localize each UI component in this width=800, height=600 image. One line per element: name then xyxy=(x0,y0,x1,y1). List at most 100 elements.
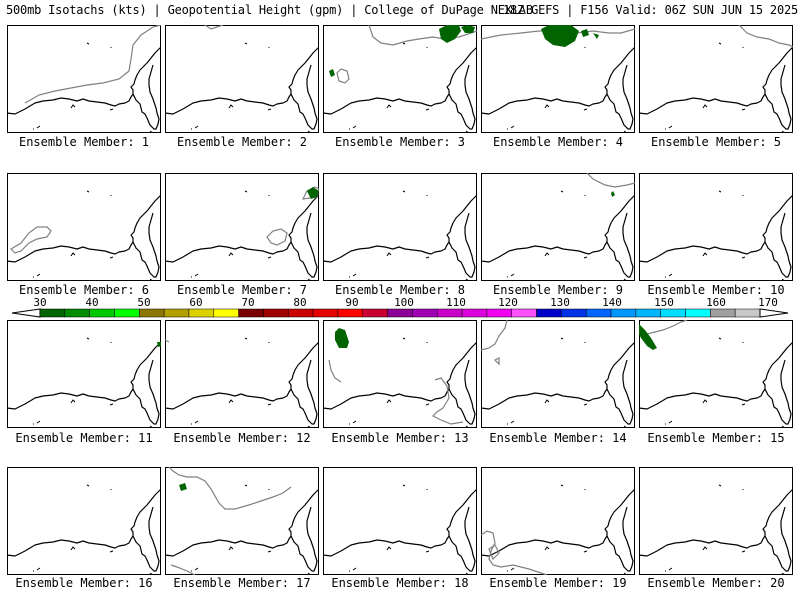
member-label: Ensemble Member: 14 xyxy=(489,431,627,445)
colorbar-tick-label: 80 xyxy=(293,296,306,309)
colorbar-tick-label: 130 xyxy=(550,296,570,309)
member-label: Ensemble Member: 11 xyxy=(15,431,153,445)
colorbar-segment xyxy=(635,308,661,318)
ensemble-member-map xyxy=(481,25,635,133)
ensemble-member-map xyxy=(7,173,161,281)
colorbar-tick-label: 40 xyxy=(85,296,98,309)
ensemble-member-map xyxy=(165,25,319,133)
colorbar-tick-label: 160 xyxy=(706,296,726,309)
colorbar-segment xyxy=(312,308,339,318)
member-map-svg xyxy=(165,25,319,133)
member-label: Ensemble Member: 1 xyxy=(18,135,150,149)
member-label: Ensemble Member: 18 xyxy=(331,576,469,590)
colorbar-segment xyxy=(412,308,438,318)
member-map-svg xyxy=(165,173,319,281)
colorbar-tick-label: 70 xyxy=(241,296,254,309)
run-valid-time: 18Z GEFS | F156 Valid: 06Z SUN JUN 15 20… xyxy=(503,3,799,17)
member-label: Ensemble Member: 9 xyxy=(492,283,624,297)
member-label: Ensemble Member: 7 xyxy=(176,283,308,297)
colorbar-segment xyxy=(486,308,512,318)
ensemble-member-map xyxy=(7,467,161,575)
member-map-svg xyxy=(639,320,793,428)
member-map-svg xyxy=(7,320,161,428)
member-map-svg xyxy=(481,173,635,281)
member-map-svg xyxy=(7,467,161,575)
member-label: Ensemble Member: 4 xyxy=(492,135,624,149)
colorbar-segment xyxy=(89,308,115,318)
member-label: Ensemble Member: 5 xyxy=(650,135,782,149)
member-label: Ensemble Member: 16 xyxy=(15,576,153,590)
colorbar-tick-label: 30 xyxy=(33,296,46,309)
colorbar-tick-label: 50 xyxy=(137,296,150,309)
member-map-svg xyxy=(481,320,635,428)
member-map-svg xyxy=(165,467,319,575)
colorbar-segment xyxy=(561,308,587,318)
ensemble-member-map xyxy=(481,173,635,281)
colorbar-segment xyxy=(610,308,637,318)
member-label: Ensemble Member: 13 xyxy=(331,431,469,445)
colorbar-segment xyxy=(39,308,66,318)
member-map-svg xyxy=(7,25,161,133)
member-map-svg xyxy=(639,25,793,133)
colorbar-segment xyxy=(585,308,612,318)
isotach-colorbar: 30 40 50 60 70 80 90 100 110 120 130 140 150 160 170 xyxy=(11,296,789,318)
member-label: Ensemble Member: 6 xyxy=(18,283,150,297)
ensemble-member-map xyxy=(639,467,793,575)
colorbar-segment xyxy=(734,308,761,318)
colorbar-segment xyxy=(536,308,562,318)
colorbar-segment xyxy=(213,308,239,318)
member-label: Ensemble Member: 12 xyxy=(173,431,311,445)
ensemble-member-map xyxy=(7,320,161,428)
member-map-svg xyxy=(165,320,319,428)
ensemble-member-map xyxy=(323,467,477,575)
colorbar-tick-label: 100 xyxy=(394,296,414,309)
member-label: Ensemble Member: 2 xyxy=(176,135,308,149)
colorbar-tick-label: 120 xyxy=(498,296,518,309)
ensemble-member-map xyxy=(323,173,477,281)
member-label: Ensemble Member: 15 xyxy=(647,431,785,445)
member-label: Ensemble Member: 8 xyxy=(334,283,466,297)
ensemble-member-map xyxy=(481,467,635,575)
member-map-svg xyxy=(639,173,793,281)
colorbar-tick-label: 110 xyxy=(446,296,466,309)
ensemble-member-map xyxy=(165,467,319,575)
ensemble-member-map xyxy=(639,320,793,428)
ensemble-member-map xyxy=(639,25,793,133)
colorbar-tick-label: 140 xyxy=(602,296,622,309)
colorbar-segment xyxy=(511,308,537,318)
member-label: Ensemble Member: 19 xyxy=(489,576,627,590)
member-label: Ensemble Member: 17 xyxy=(173,576,311,590)
member-label: Ensemble Member: 3 xyxy=(334,135,466,149)
colorbar-tick-label: 170 xyxy=(758,296,778,309)
colorbar-segment xyxy=(362,308,388,318)
member-label: Ensemble Member: 10 xyxy=(647,283,785,297)
map-title: 500mb Isotachs (kts) | Geopotential Heig… xyxy=(6,3,533,17)
colorbar-segment xyxy=(114,308,140,318)
colorbar-segment xyxy=(461,308,488,318)
member-label: Ensemble Member: 20 xyxy=(647,576,785,590)
ensemble-member-map xyxy=(481,320,635,428)
colorbar-segment xyxy=(238,308,264,318)
member-map-svg xyxy=(7,173,161,281)
colorbar-min-arrow xyxy=(11,308,41,318)
member-map-svg xyxy=(481,467,635,575)
member-map-svg xyxy=(323,467,477,575)
colorbar-segment xyxy=(436,308,463,318)
member-map-svg xyxy=(639,467,793,575)
ensemble-member-map xyxy=(7,25,161,133)
ensemble-member-map xyxy=(639,173,793,281)
colorbar-segment xyxy=(64,308,90,318)
colorbar-segment xyxy=(660,308,686,318)
colorbar-tick-label: 60 xyxy=(189,296,202,309)
colorbar-tick-label: 150 xyxy=(654,296,674,309)
colorbar-segment xyxy=(337,308,364,318)
colorbar-segment xyxy=(387,308,413,318)
ensemble-member-map xyxy=(323,25,477,133)
member-map-svg xyxy=(323,25,477,133)
member-map-svg xyxy=(481,25,635,133)
ensemble-member-map xyxy=(323,320,477,428)
colorbar-segment xyxy=(188,308,215,318)
ensemble-member-map xyxy=(165,320,319,428)
colorbar-segment xyxy=(710,308,736,318)
colorbar-max-arrow xyxy=(759,308,789,318)
